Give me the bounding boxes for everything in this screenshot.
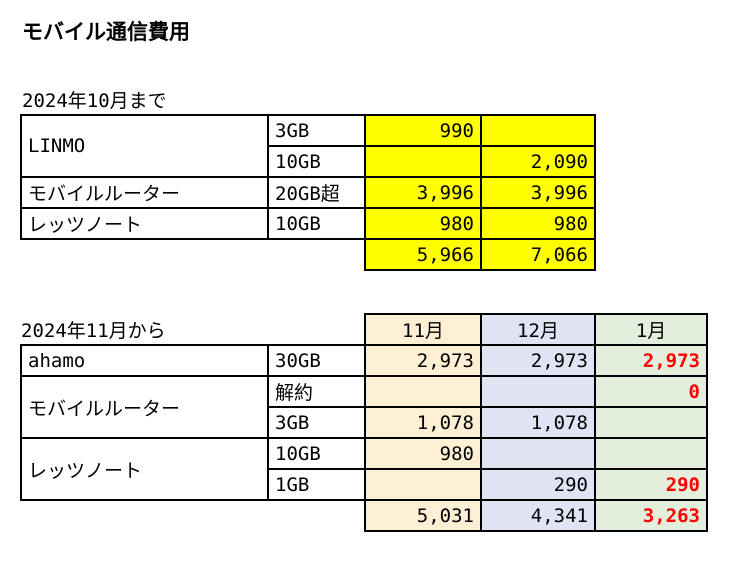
header-row: 2024年11月から 11月 12月 1月 [21,313,708,346]
month-header: 1月 [594,313,708,346]
service-name: LINMO [20,114,269,178]
cost-cell: 3,996 [480,176,596,209]
service-name: レッツノート [20,207,269,240]
plan-cell: 1GB [267,468,366,501]
total-cell: 7,066 [480,238,596,271]
empty-cell [268,314,365,345]
cost-cell [594,406,708,439]
month-header: 11月 [364,313,482,346]
table-row: ahamo 30GB 2,973 2,973 2,973 [20,344,708,377]
cost-cell: 2,973 [364,344,482,377]
plan-cell: 10GB [267,145,366,178]
table-row: 3GB 1,078 1,078 [21,406,708,439]
cost-cell [364,468,482,501]
month-header: 12月 [480,313,596,346]
table-row: レッツノート 10GB 980 [20,437,708,501]
section2-heading-cell: 2024年11月から [21,314,268,345]
empty-cell [268,239,365,270]
cost-cell: 3,996 [364,176,482,209]
cost-cell: 290 [480,468,596,501]
empty-cell [21,500,268,531]
section1-heading: 2024年10月まで [22,90,167,112]
cost-cell: 990 [364,114,482,147]
total-cell: 5,966 [364,238,482,271]
table-from-november: 2024年11月から 11月 12月 1月 ahamo 30GB 2,973 2… [20,313,708,532]
cost-cell: 2,090 [480,145,596,178]
empty-cell [268,500,365,531]
totals-row: 5,966 7,066 [21,238,596,271]
table-row: LINMO 3GB 990 [20,114,596,178]
table-row: 1GB 290 290 [21,468,708,501]
cost-cell [480,114,596,147]
cost-cell: 1,078 [480,406,596,439]
cost-cell: 980 [480,207,596,240]
page-title: モバイル通信費用 [22,20,190,44]
cost-cell [594,437,708,470]
plan-cell: 10GB [267,437,366,470]
plan-cell: 20GB超 [267,176,366,209]
table-until-october: LINMO 3GB 990 10GB 2,090 モバイルルーター 20GB超 … [20,114,596,271]
service-name: モバイルルーター [20,375,269,439]
cost-cell: 2,973 [594,344,708,377]
cost-cell [364,145,482,178]
plan-cell: 10GB [267,207,366,240]
plan-cell: 3GB [267,406,366,439]
cost-cell: 290 [594,468,708,501]
table-row: レッツノート 10GB 980 980 [20,207,596,240]
cost-cell: 980 [364,207,482,240]
service-name: ahamo [20,344,269,377]
section2-heading: 2024年11月から [21,319,166,342]
cost-cell [480,375,596,408]
cost-cell: 980 [364,437,482,470]
cost-cell: 1,078 [364,406,482,439]
table-row: 10GB 2,090 [21,145,596,178]
table-row: モバイルルーター 解約 0 [20,375,708,439]
total-cell: 4,341 [480,499,596,532]
service-name: モバイルルーター [20,176,269,209]
table-row: モバイルルーター 20GB超 3,996 3,996 [20,176,596,209]
plan-cell: 3GB [267,114,366,147]
service-name: レッツノート [20,437,269,501]
cost-cell: 2,973 [480,344,596,377]
cost-cell: 0 [594,375,708,408]
plan-cell: 解約 [267,375,366,408]
empty-cell [21,239,268,270]
totals-row: 5,031 4,341 3,263 [21,499,708,532]
plan-cell: 30GB [267,344,366,377]
total-cell: 5,031 [364,499,482,532]
cost-cell [364,375,482,408]
cost-cell [480,437,596,470]
total-cell: 3,263 [594,499,708,532]
